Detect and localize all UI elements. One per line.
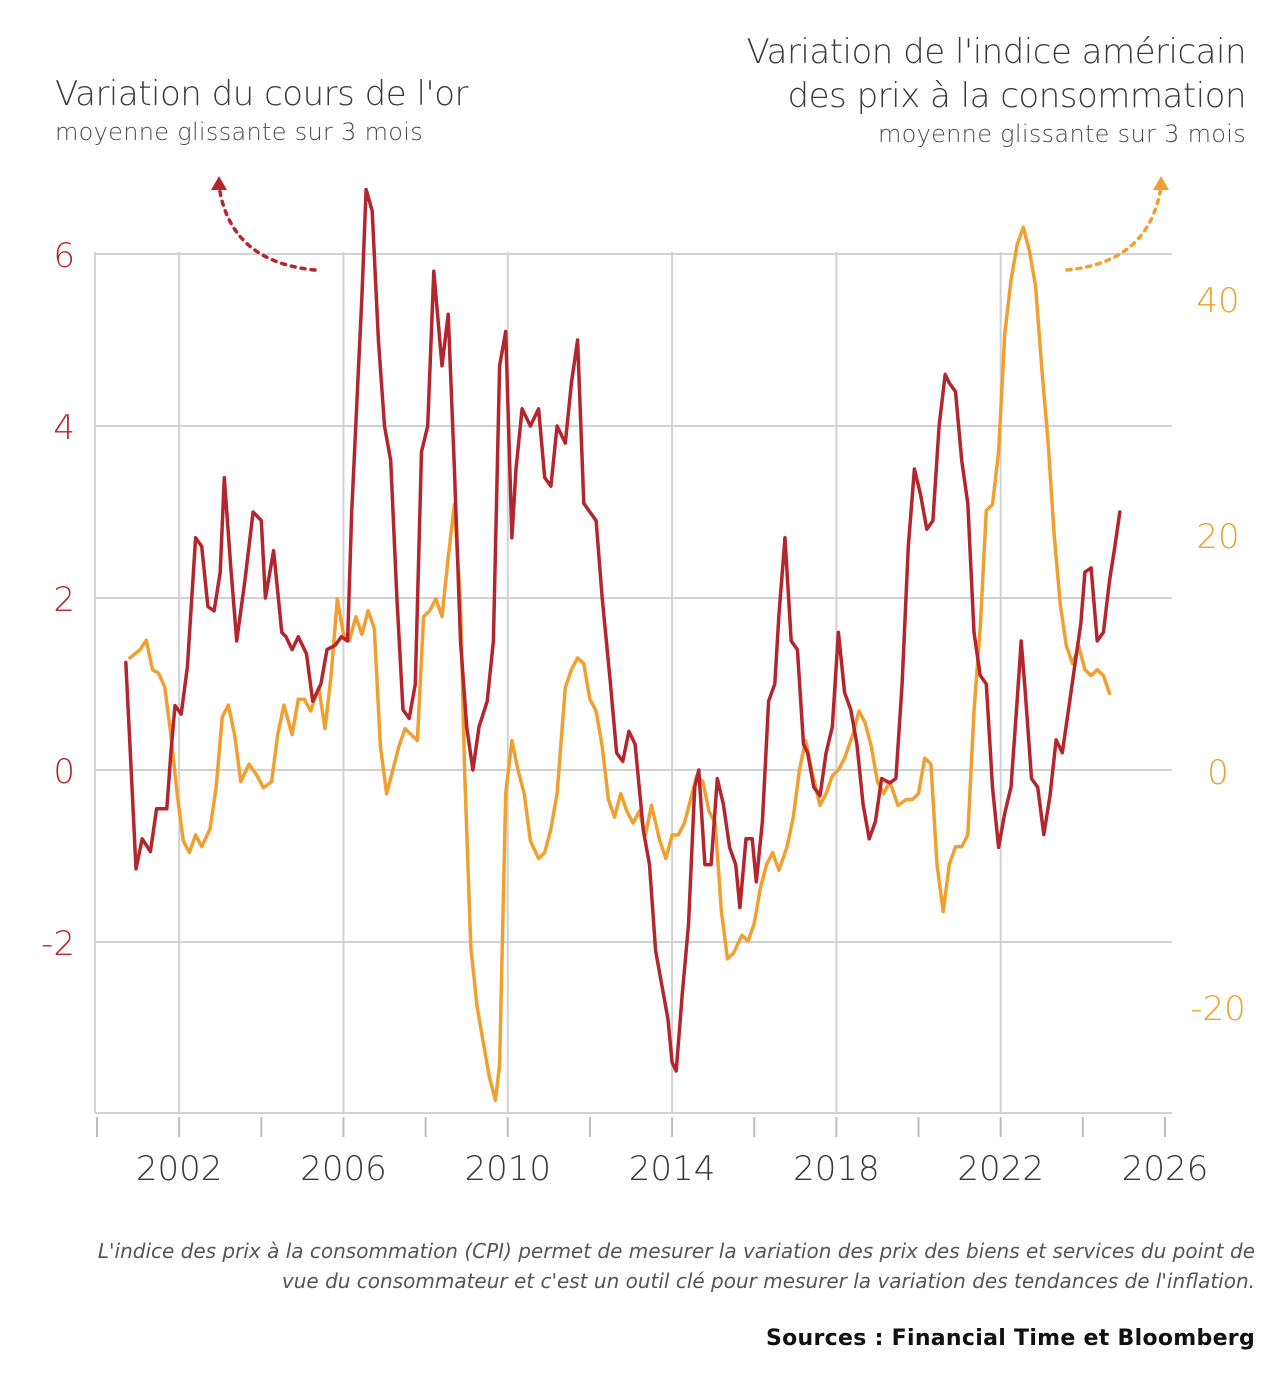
gold-axis-arrow bbox=[217, 184, 317, 272]
chart-footnote: L'indice des prix à la consommation (CPI… bbox=[97, 1239, 1255, 1293]
chart-grid bbox=[94, 252, 1172, 1114]
right-y-axis: 40 20 0 -20 bbox=[1190, 281, 1246, 1029]
left-tick-label: 0 bbox=[53, 752, 75, 792]
x-tick-label: 2022 bbox=[957, 1149, 1044, 1189]
cpi-series-title-line1: Variation de l'indice américain bbox=[746, 32, 1246, 72]
series-lines bbox=[124, 187, 1122, 1103]
right-tick-label: 40 bbox=[1196, 281, 1239, 321]
left-axis-title-block: Variation du cours de l'or moyenne gliss… bbox=[55, 72, 575, 148]
cpi-axis-arrowhead bbox=[1153, 176, 1169, 190]
chart-source: Sources : Financial Time et Bloomberg bbox=[766, 1326, 1255, 1351]
x-tick-label: 2002 bbox=[136, 1149, 223, 1189]
cpi-series-subtitle: moyenne glissante sur 3 mois bbox=[877, 120, 1246, 148]
x-tick-label: 2026 bbox=[1122, 1149, 1209, 1189]
x-axis: 2002 2006 2010 2014 2018 2022 2026 bbox=[96, 1117, 1209, 1189]
left-tick-label: 2 bbox=[53, 580, 75, 620]
left-tick-label: 6 bbox=[53, 236, 75, 276]
x-tick-label: 2010 bbox=[465, 1149, 552, 1189]
cpi-line bbox=[128, 225, 1112, 1103]
left-y-axis: 6 4 2 0 -2 bbox=[41, 236, 75, 964]
right-tick-label: 0 bbox=[1207, 753, 1229, 793]
right-tick-label: 20 bbox=[1196, 517, 1239, 557]
axis-arrows bbox=[211, 176, 1169, 272]
gold-series-title: Variation du cours de l'or bbox=[55, 74, 469, 114]
left-tick-label: -2 bbox=[41, 924, 75, 964]
gold-price-line bbox=[124, 187, 1122, 1073]
gold-series-subtitle: moyenne glissante sur 3 mois bbox=[55, 118, 424, 146]
cpi-axis-arrow bbox=[1065, 184, 1163, 272]
right-tick-label: -20 bbox=[1190, 989, 1246, 1029]
cpi-series-title-line2: des prix à la consommation bbox=[787, 76, 1247, 116]
x-tick-label: 2018 bbox=[793, 1149, 880, 1189]
right-axis-title-block: Variation de l'indice américain des prix… bbox=[626, 30, 1246, 150]
x-tick-label: 2014 bbox=[629, 1149, 716, 1189]
x-tick-label: 2006 bbox=[300, 1149, 387, 1189]
left-tick-label: 4 bbox=[53, 408, 75, 448]
gold-axis-arrowhead bbox=[211, 176, 227, 190]
